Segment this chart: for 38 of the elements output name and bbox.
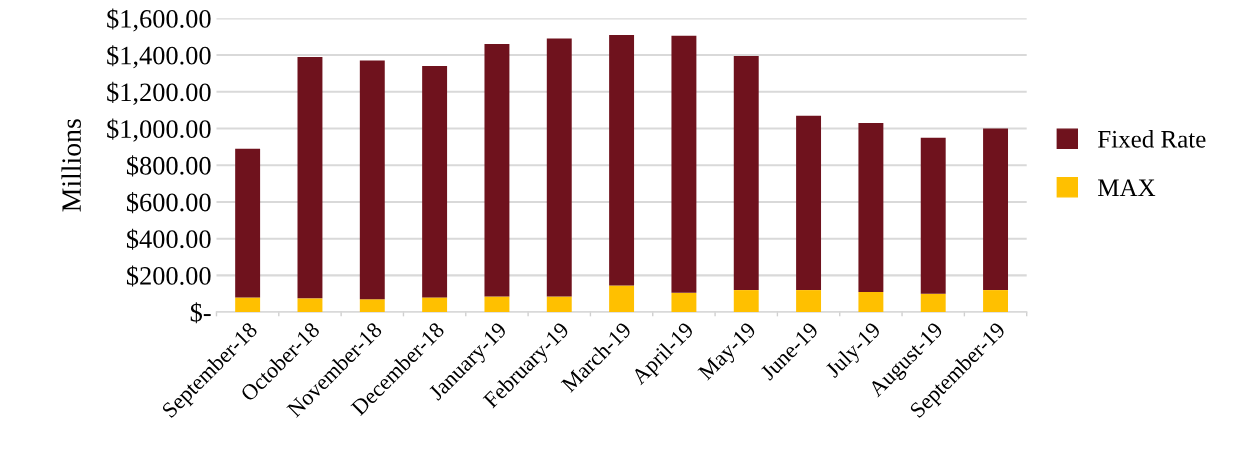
- bar: [796, 115, 822, 291]
- bar: [609, 34, 635, 286]
- y-tick-label: $1,200.00: [107, 81, 211, 106]
- bar: [858, 123, 884, 292]
- bar: [359, 299, 385, 313]
- y-axis-title: Millions: [61, 119, 81, 212]
- bar: [733, 290, 759, 313]
- bar: [235, 297, 261, 313]
- bar: [546, 38, 572, 297]
- y-tick-label: $1,000.00: [107, 118, 211, 142]
- y-tick-label: $-: [190, 302, 211, 324]
- bar: [609, 285, 635, 313]
- bar: [297, 56, 323, 299]
- bar: [733, 56, 759, 291]
- y-tick-label: $800.00: [126, 155, 211, 177]
- y-tick-label: $1,400.00: [107, 45, 211, 69]
- bar: [422, 66, 448, 298]
- bar: [858, 291, 884, 313]
- y-tick-label: $200.00: [126, 265, 211, 287]
- bar: [235, 148, 261, 298]
- bar: [422, 297, 448, 313]
- bar: [671, 292, 697, 313]
- legend-label: Fixed Rate: [1098, 130, 1206, 148]
- y-tick-label: $600.00: [126, 192, 211, 214]
- y-tick-label: $1,600.00: [107, 8, 211, 32]
- bar: [484, 296, 510, 313]
- bar: [359, 60, 385, 300]
- bar: [796, 290, 822, 313]
- bar: [983, 290, 1009, 313]
- bar: [546, 296, 572, 313]
- bar: [484, 44, 510, 297]
- bar: [671, 35, 697, 293]
- bar: [983, 128, 1009, 291]
- bar: [920, 137, 946, 294]
- bar: [297, 298, 323, 313]
- y-tick-label: $400.00: [126, 228, 211, 250]
- legend-label: MAX: [1098, 179, 1156, 196]
- bar: [920, 293, 946, 313]
